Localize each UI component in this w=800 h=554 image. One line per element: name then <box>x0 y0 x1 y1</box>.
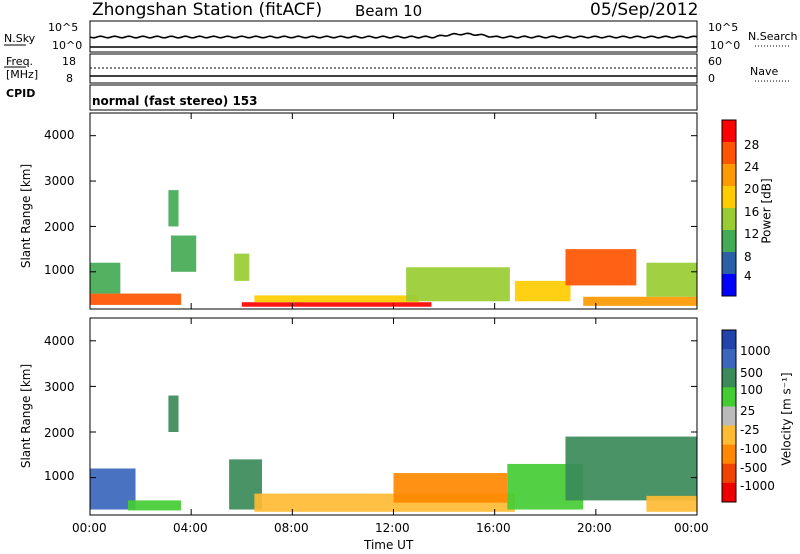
scatter-region <box>170 235 197 272</box>
nave-tick-low: 0 <box>708 72 715 85</box>
scatter-region <box>514 280 571 302</box>
date-label: 05/Sep/2012 <box>590 0 699 20</box>
nsky-label: N.Sky <box>4 32 36 45</box>
freq-label: Freq. <box>6 55 34 68</box>
power-ytick: 3000 <box>44 174 75 188</box>
power-ytick: 1000 <box>44 263 75 277</box>
scatter-region <box>168 395 179 433</box>
scatter-region <box>241 302 432 307</box>
velocity-colorbar-cell <box>722 387 736 407</box>
velocity-cb-tick: 1000 <box>740 344 771 358</box>
power-cb-tick: 16 <box>744 205 760 219</box>
nsky-trace <box>89 32 698 39</box>
nsearch-label: N.Search <box>748 30 798 43</box>
xtick: 16:00 <box>476 521 511 535</box>
velocity-colorbar-cell <box>722 444 736 465</box>
velocity-colorbar-cell <box>722 425 736 446</box>
freq-tick-high: 18 <box>62 55 76 68</box>
scatter-region <box>646 262 697 297</box>
power-cb-tick: 4 <box>744 269 752 283</box>
velocity-cb-tick: -100 <box>740 442 768 456</box>
mini-panel-frame <box>89 84 698 111</box>
cpid-label: CPID <box>6 87 36 100</box>
power-colorbar-cell <box>722 164 736 187</box>
velocity-colorbar-cell <box>722 368 736 388</box>
velocity-cb-tick: 500 <box>740 366 763 380</box>
velocity-ytick: 2000 <box>44 426 75 440</box>
power-cb-tick: 12 <box>744 227 760 241</box>
velocity-cb-tick: 25 <box>740 404 756 418</box>
xtick: 08:00 <box>274 521 309 535</box>
power-colorbar-cell <box>722 252 736 275</box>
power-colorbar-frame <box>721 119 737 297</box>
velocity-colorbar-cell <box>722 482 736 503</box>
freq-tick-low: 8 <box>66 72 73 85</box>
power-ytick: 4000 <box>44 128 75 142</box>
velocity-cb-tick: -25 <box>740 423 760 437</box>
scatter-region <box>254 295 419 303</box>
scatter-region <box>406 267 510 302</box>
scatter-region <box>90 262 121 294</box>
power-colorbar-cell <box>722 142 736 165</box>
velocity-ytick: 4000 <box>44 334 75 348</box>
station-title: Zhongshan Station (fitACF) <box>92 0 323 20</box>
power-cb-tick: 20 <box>744 182 760 196</box>
mini-panel-frame <box>89 53 698 84</box>
cpid-mode: normal (fast stereo) 153 <box>92 94 258 108</box>
xtick: 20:00 <box>577 521 612 535</box>
nave-tick-high: 60 <box>708 55 722 68</box>
power-cb-tick: 28 <box>744 138 760 152</box>
power-colorbar-cell <box>722 186 736 209</box>
beam-label: Beam 10 <box>355 2 423 20</box>
power-colorbar-cell <box>722 120 736 143</box>
nsearch-tick-high: 10^5 <box>708 21 739 34</box>
power-colorbar-cell <box>722 230 736 253</box>
xtick: 00:00 <box>72 521 107 535</box>
scatter-region <box>127 500 182 511</box>
nsky-tick-high: 10^5 <box>48 21 79 34</box>
scatter-region <box>393 473 508 503</box>
velocity-colorbar-frame <box>721 329 737 503</box>
scatter-region <box>90 468 136 510</box>
power-cb-tick: 24 <box>744 160 760 174</box>
scatter-region <box>234 253 250 281</box>
velocity-ytick: 3000 <box>44 380 75 394</box>
xtick: 00:00 <box>674 521 709 535</box>
power-cb-tick: 8 <box>744 250 752 264</box>
power-colorbar-cell <box>722 274 736 297</box>
velocity-ytick: 1000 <box>44 469 75 483</box>
scatter-region <box>168 190 179 227</box>
xlabel: Time UT <box>364 538 414 552</box>
velocity-colorbar-cell <box>722 349 736 369</box>
scatter-region <box>90 293 182 305</box>
power-colorbar-cell <box>722 208 736 231</box>
nsky-tick-low: 10^0 <box>52 39 83 52</box>
scatter-region <box>565 436 697 501</box>
velocity-cb-tick: -1000 <box>740 479 775 493</box>
velocity-colorbar-cell <box>722 463 736 484</box>
xtick: 04:00 <box>173 521 208 535</box>
xtick: 12:00 <box>375 521 410 535</box>
power-ytick: 2000 <box>44 220 75 234</box>
velocity-cb-tick: 100 <box>740 383 763 397</box>
scatter-region <box>565 249 637 286</box>
nave-label: Nave <box>750 65 779 78</box>
nsearch-tick-low: 10^0 <box>710 39 741 52</box>
scatter-region <box>646 495 697 512</box>
scatter-region <box>583 296 697 306</box>
velocity-cb-tick: -500 <box>740 461 768 475</box>
velocity-colorbar-cell <box>722 330 736 350</box>
mhz-label: [MHz] <box>6 68 39 81</box>
velocity-colorbar-cell <box>722 406 736 427</box>
